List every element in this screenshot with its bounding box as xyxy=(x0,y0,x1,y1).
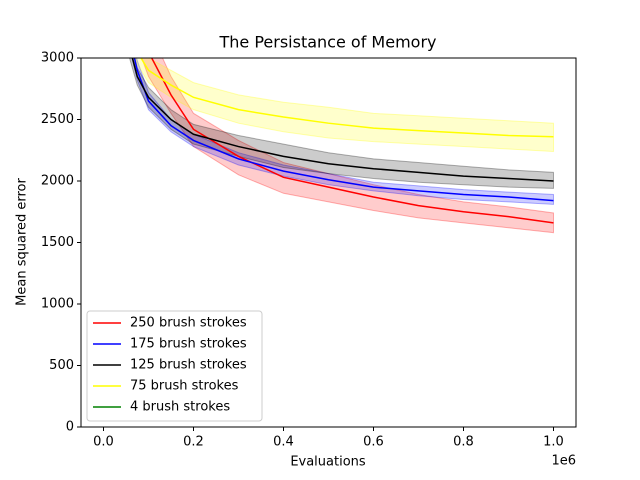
x-offset-label: 1e6 xyxy=(551,454,576,469)
legend-box xyxy=(86,310,263,422)
x-tick-label: 0.8 xyxy=(453,435,474,450)
y-tick-label: 3000 xyxy=(41,51,74,66)
legend-label: 175 brush strokes xyxy=(130,337,247,352)
legend-label: 4 brush strokes xyxy=(130,400,230,415)
y-axis-label: Mean squared error xyxy=(15,178,30,306)
error-band xyxy=(134,58,554,153)
plot-area xyxy=(128,58,554,234)
y-tick-label: 500 xyxy=(49,358,74,373)
y-tick-label: 2000 xyxy=(41,174,74,189)
x-tick-label: 0.2 xyxy=(183,435,204,450)
y-tick-label: 1000 xyxy=(41,297,74,312)
series-line xyxy=(140,58,554,138)
legend-label: 125 brush strokes xyxy=(130,358,247,373)
x-axis-label: Evaluations xyxy=(290,455,366,470)
error-band xyxy=(131,58,554,205)
legend-label: 250 brush strokes xyxy=(130,316,247,331)
x-tick-label: 1.0 xyxy=(543,435,564,450)
series-line xyxy=(150,58,554,224)
y-tick-label: 1500 xyxy=(41,235,74,250)
x-tick-label: 0.0 xyxy=(93,435,114,450)
error-band xyxy=(128,58,554,189)
chart-title: The Persistance of Memory xyxy=(219,33,437,52)
x-tick-label: 0.4 xyxy=(273,435,294,450)
series-line xyxy=(131,58,554,182)
y-tick-label: 2500 xyxy=(41,112,74,127)
x-tick-label: 0.6 xyxy=(363,435,384,450)
y-tick-label: 0 xyxy=(66,420,74,435)
series-line xyxy=(133,58,554,202)
legend: 250 brush strokes 175 brush strokes 125 br… xyxy=(86,310,263,422)
legend-label: 75 brush strokes xyxy=(130,379,239,394)
